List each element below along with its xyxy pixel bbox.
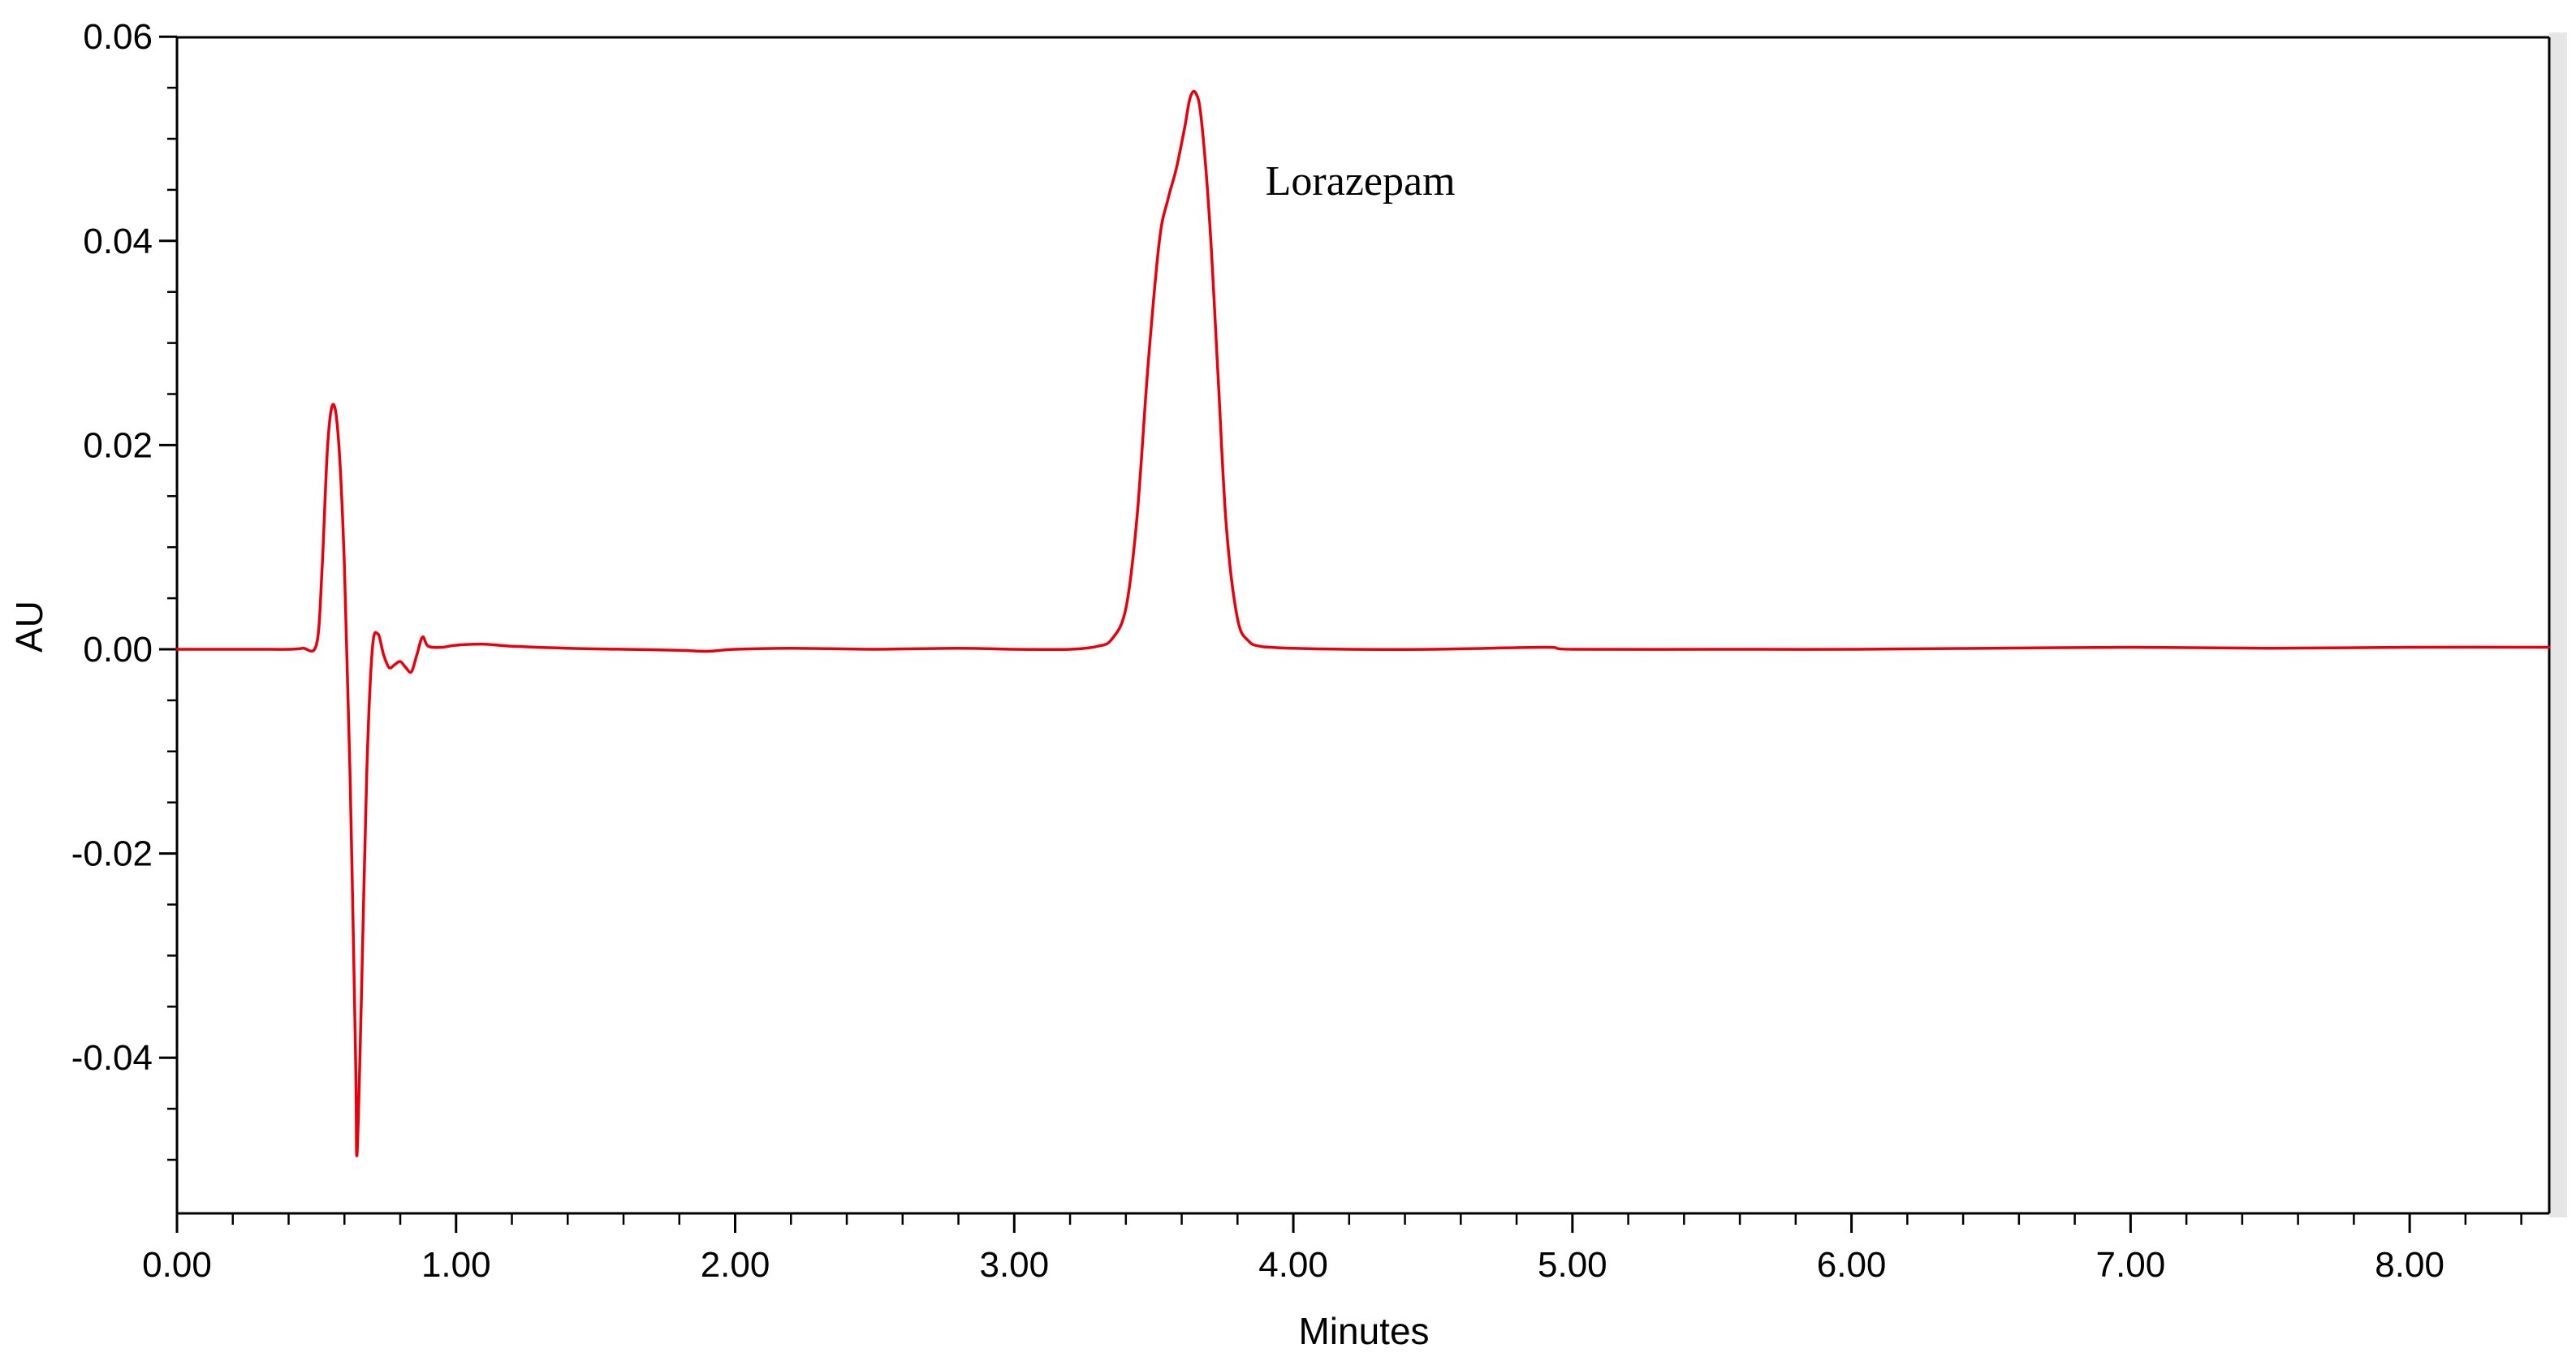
chromatogram-trace-0 (175, 89, 2551, 1157)
y-tick-label: 0.04 (83, 222, 153, 261)
y-tick-label: -0.02 (71, 834, 153, 874)
x-tick-label: 3.00 (979, 1245, 1049, 1285)
x-tick-label: 6.00 (1817, 1245, 1887, 1285)
x-tick-label: 0.00 (142, 1245, 212, 1285)
x-axis: 0.00 1.00 2.00 3.00 4.00 5.00 6.00 7.00 8.00 (142, 1212, 2549, 1285)
y-tick-label: 0.06 (83, 17, 153, 57)
x-tick-label: 1.00 (421, 1245, 491, 1285)
x-tick-label: 8.00 (2375, 1245, 2444, 1285)
right-edge-shadow (2549, 32, 2567, 1217)
x-tick-label: 5.00 (1538, 1245, 1607, 1285)
annotation-layer: Lorazepam (1266, 158, 1456, 205)
x-tick-label: 2.00 (701, 1245, 770, 1285)
x-tick-label: 7.00 (2096, 1245, 2166, 1285)
y-tick-label: -0.04 (71, 1038, 153, 1078)
y-tick-label: 0.02 (83, 425, 153, 465)
y-axis-label: AU (8, 601, 50, 653)
peak-annotation: Lorazepam (1266, 158, 1456, 205)
x-axis-label: Minutes (1298, 1310, 1429, 1352)
y-axis: 0.06 0.04 0.02 0.00 -0.02 -0.04 (71, 17, 179, 1213)
y-tick-label: 0.00 (83, 630, 153, 670)
x-tick-label: 4.00 (1258, 1245, 1328, 1285)
series-layer (175, 89, 2551, 1157)
